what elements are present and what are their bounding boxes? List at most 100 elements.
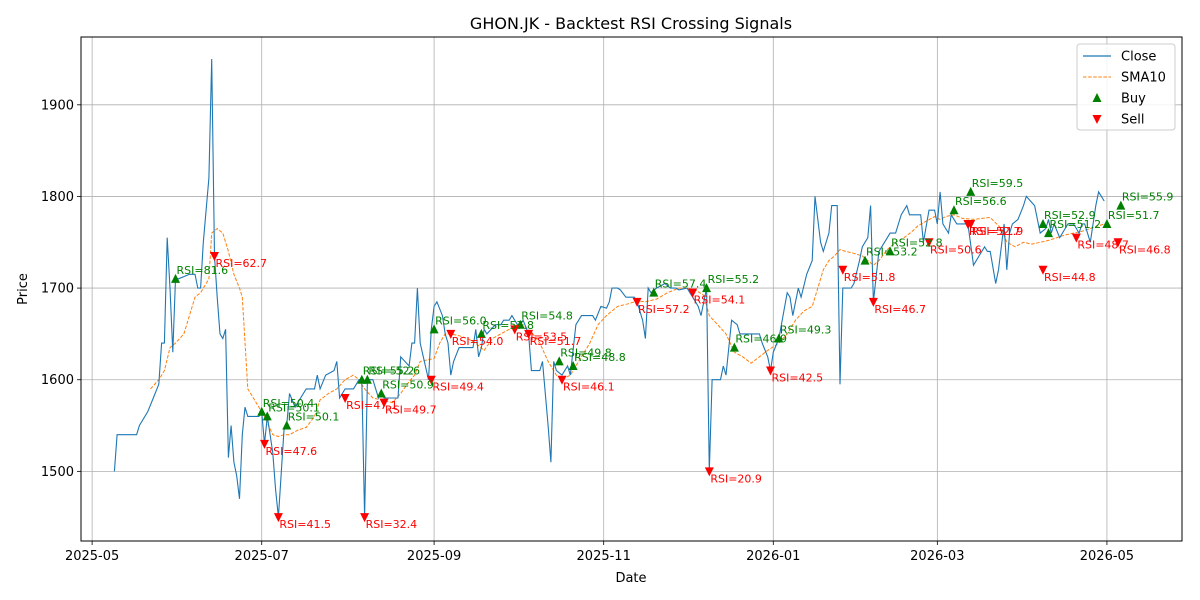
buy-rsi-label: RSI=50.4 <box>263 397 315 410</box>
sma10-series <box>150 214 1105 438</box>
legend-label: SMA10 <box>1121 71 1166 86</box>
legend-label: Sell <box>1121 113 1144 128</box>
sell-rsi-label: RSI=32.4 <box>366 518 418 531</box>
sell-marker <box>510 325 520 335</box>
sell-marker <box>273 513 283 523</box>
plot-frame <box>80 36 1183 542</box>
sell-rsi-label: RSI=57.2 <box>638 303 690 316</box>
sell-marker <box>1071 233 1081 243</box>
buy-marker <box>282 420 292 430</box>
y-axis-label: Price <box>16 273 31 305</box>
sell-marker <box>524 329 534 339</box>
sell-rsi-label: RSI=48.7 <box>1077 239 1129 252</box>
buy-marker <box>554 356 564 366</box>
y-tick-label: 1500 <box>41 465 74 480</box>
sell-marker <box>360 513 370 523</box>
buy-marker <box>1038 218 1048 228</box>
sell-marker <box>1038 265 1048 275</box>
x-tick-label: 2025-05 <box>65 549 119 564</box>
legend-swatch-buy <box>1092 93 1102 102</box>
sell-rsi-label: RSI=49.4 <box>432 381 484 394</box>
sell-rsi-label: RSI=46.7 <box>874 303 926 316</box>
chart-title: GHON.JK - Backtest RSI Crossing Signals <box>470 14 792 33</box>
legend-label: Buy <box>1121 92 1146 107</box>
buy-rsi-label: RSI=51.7 <box>1108 209 1160 222</box>
buy-rsi-label: RSI=53.2 <box>866 246 918 259</box>
buy-rsi-label: RSI=57.8 <box>482 319 534 332</box>
sell-marker <box>924 238 934 248</box>
buy-marker <box>568 360 578 370</box>
legend-label: Close <box>1121 50 1156 65</box>
sell-rsi-label: RSI=54.0 <box>452 335 504 348</box>
sell-rsi-label: RSI=51.9 <box>972 225 1024 238</box>
sell-marker <box>1113 238 1123 248</box>
x-tick-label: 2025-11 <box>577 549 631 564</box>
sell-rsi-label: RSI=50.6 <box>930 243 982 256</box>
legend-swatch-sell <box>1092 115 1102 124</box>
buy-marker <box>702 283 712 293</box>
legend: Close SMA10 Buy Sell <box>1076 43 1176 131</box>
buy-rsi-label: RSI=46.9 <box>735 333 787 346</box>
grid-layer <box>81 37 1182 541</box>
y-tick-label: 1900 <box>41 98 74 113</box>
buy-marker <box>949 205 959 215</box>
buy-marker <box>257 406 267 416</box>
signal-markers <box>171 186 1126 523</box>
sell-rsi-label: RSI=53.5 <box>516 330 568 343</box>
buy-marker <box>376 388 386 398</box>
sell-rsi-label: RSI=54.1 <box>694 294 746 307</box>
sell-marker <box>426 375 436 385</box>
sell-rsi-label: RSI=52.7 <box>969 225 1021 238</box>
x-tick-label: 2026-01 <box>746 549 800 564</box>
buy-rsi-label: RSI=50.1 <box>288 411 340 424</box>
sell-rsi-label: RSI=42.5 <box>772 372 824 385</box>
buy-rsi-label: RSI=55.2 <box>363 365 415 378</box>
buy-marker <box>1044 228 1054 238</box>
sell-marker <box>868 297 878 307</box>
buy-marker <box>966 186 976 196</box>
x-axis-label: Date <box>615 571 646 586</box>
sell-marker <box>688 288 698 298</box>
sell-rsi-label: RSI=46.1 <box>563 381 615 394</box>
x-tick-label: 2025-07 <box>235 549 289 564</box>
buy-marker <box>1102 218 1112 228</box>
sell-rsi-label: RSI=51.7 <box>530 335 582 348</box>
buy-marker <box>649 287 659 297</box>
buy-rsi-label: RSI=81.6 <box>177 264 229 277</box>
buy-rsi-label: RSI=52.8 <box>891 236 943 249</box>
buy-marker <box>171 273 181 283</box>
sell-rsi-label: RSI=51.8 <box>844 271 896 284</box>
sell-marker <box>209 252 219 262</box>
sell-marker <box>340 394 350 404</box>
buy-rsi-label: RSI=55.9 <box>1122 191 1174 204</box>
sell-rsi-label: RSI=20.9 <box>710 472 762 485</box>
sell-marker <box>632 297 642 307</box>
x-tick-label: 2025-09 <box>407 549 461 564</box>
sell-marker <box>766 366 776 376</box>
y-tick-label: 1800 <box>41 190 74 205</box>
buy-rsi-label: RSI=50.1 <box>268 401 320 414</box>
buy-marker <box>885 246 895 256</box>
sell-marker <box>704 467 714 477</box>
sell-rsi-label: RSI=49.7 <box>385 404 437 417</box>
buy-rsi-label: RSI=52.9 <box>1044 209 1096 222</box>
buy-rsi-label: RSI=56.6 <box>955 195 1007 208</box>
x-tick-label: 2026-05 <box>1080 549 1134 564</box>
buy-rsi-label: RSI=57.4 <box>655 278 707 291</box>
buy-rsi-label: RSI=55.2 <box>708 273 760 286</box>
buy-rsi-label: RSI=50.9 <box>382 378 434 391</box>
sell-rsi-label: RSI=47.6 <box>266 445 318 458</box>
buy-rsi-label: RSI=49.3 <box>780 323 832 336</box>
buy-rsi-label: RSI=51.2 <box>1050 218 1102 231</box>
sell-marker <box>838 265 848 275</box>
buy-rsi-label: RSI=52.6 <box>368 365 420 378</box>
sell-marker <box>446 329 456 339</box>
sell-rsi-label: RSI=47.1 <box>346 399 398 412</box>
sell-marker <box>379 398 389 408</box>
buy-marker <box>774 333 784 343</box>
sell-rsi-label: RSI=44.8 <box>1044 271 1096 284</box>
buy-marker <box>860 255 870 265</box>
sell-rsi-label: RSI=46.8 <box>1119 243 1171 256</box>
